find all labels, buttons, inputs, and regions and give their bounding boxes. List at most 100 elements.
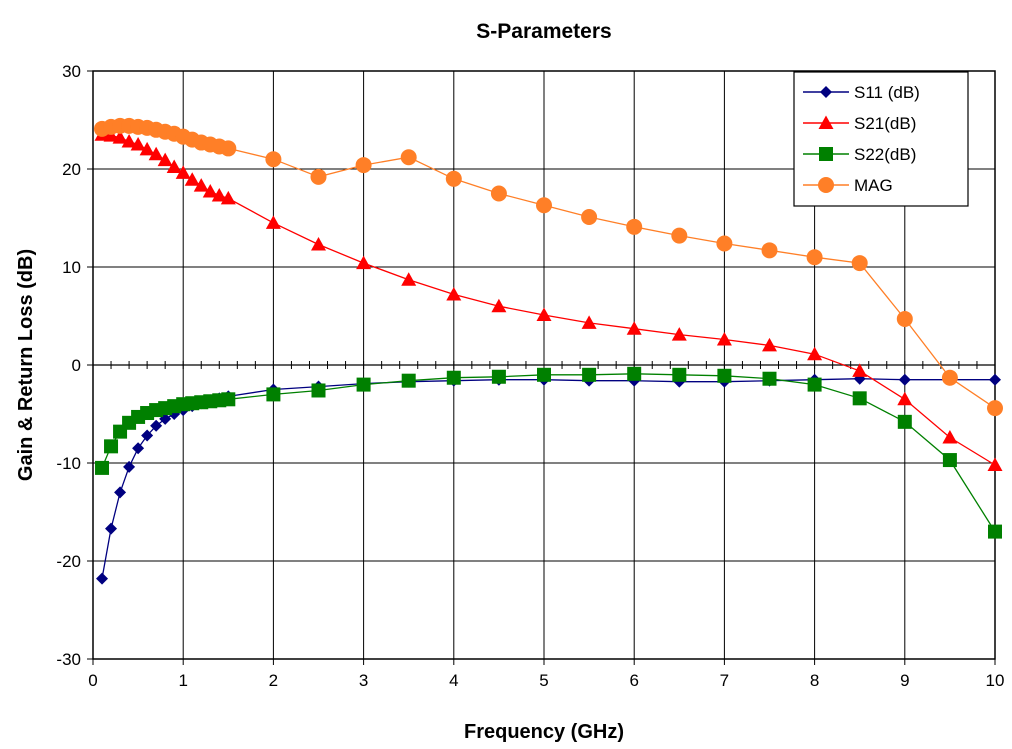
data-point xyxy=(581,315,597,329)
data-point xyxy=(897,414,912,429)
x-tick-label: 7 xyxy=(720,671,729,690)
data-point xyxy=(311,383,326,398)
x-tick-label: 10 xyxy=(986,671,1005,690)
data-point xyxy=(166,159,182,174)
data-point xyxy=(581,209,598,226)
data-point xyxy=(103,128,119,142)
data-point xyxy=(762,337,777,352)
data-point xyxy=(491,369,506,384)
data-point xyxy=(717,368,732,383)
data-point xyxy=(220,190,236,205)
x-tick-label: 0 xyxy=(88,671,97,690)
y-tick-label: 0 xyxy=(72,356,81,375)
y-tick-label: -10 xyxy=(56,454,81,473)
data-point xyxy=(491,298,507,313)
data-point xyxy=(941,369,958,386)
x-tick-label: 2 xyxy=(269,671,278,690)
data-point xyxy=(987,457,1003,471)
legend-item: S11 (dB) xyxy=(803,83,920,102)
data-point xyxy=(221,392,236,407)
data-point xyxy=(265,151,282,168)
data-point xyxy=(537,367,551,382)
series-layer xyxy=(94,117,1003,585)
data-point xyxy=(807,377,822,392)
data-point xyxy=(942,453,957,468)
data-point xyxy=(112,130,128,144)
x-tick-label: 6 xyxy=(629,671,638,690)
data-point xyxy=(672,367,687,382)
y-tick-label: 10 xyxy=(62,258,81,277)
data-point xyxy=(896,310,913,327)
series-square xyxy=(95,366,1002,539)
data-point xyxy=(132,442,145,455)
y-axis-title: Gain & Return Loss (dB) xyxy=(15,249,37,481)
x-tick-label: 9 xyxy=(900,671,909,690)
data-point xyxy=(806,249,823,266)
y-tick-labels: -30 -20 -10 0 10 20 30 xyxy=(56,62,93,669)
legend-item: MAG xyxy=(803,176,893,195)
x-tick-labels: 0 1 2 3 4 5 6 7 8 9 10 xyxy=(88,659,1004,690)
data-point xyxy=(141,429,154,442)
data-point xyxy=(130,137,146,151)
data-point xyxy=(193,178,209,192)
data-point xyxy=(851,255,868,272)
series-line xyxy=(101,378,995,579)
data-point xyxy=(987,400,1003,417)
data-point xyxy=(716,235,733,252)
data-point xyxy=(139,141,155,156)
data-point xyxy=(445,170,462,187)
legend-label: S21(dB) xyxy=(854,114,916,133)
data-point xyxy=(114,486,127,499)
data-point xyxy=(105,522,118,535)
data-point xyxy=(988,524,1002,539)
legend: S11 (dB) S21(dB) S22(dB) MAG xyxy=(793,71,969,207)
x-tick-label: 5 xyxy=(539,671,548,690)
x-tick-label: 4 xyxy=(449,671,458,690)
data-point xyxy=(762,371,777,386)
x-tick-label: 1 xyxy=(178,671,187,690)
legend-item: S21(dB) xyxy=(803,114,916,133)
data-point xyxy=(96,572,109,585)
data-point xyxy=(671,327,687,341)
data-point xyxy=(310,168,327,185)
x-axis-title: Frequency (GHz) xyxy=(464,721,624,743)
data-point xyxy=(356,377,371,392)
data-point xyxy=(121,134,137,148)
data-point xyxy=(148,146,164,161)
y-tick-label: 20 xyxy=(62,160,81,179)
legend-swatch-marker xyxy=(820,86,832,98)
legend-label: S22(dB) xyxy=(854,145,916,164)
data-point xyxy=(852,391,867,406)
data-point xyxy=(446,286,462,301)
data-point xyxy=(626,218,643,235)
y-tick-label: -30 xyxy=(56,650,81,669)
data-point xyxy=(536,197,552,214)
data-point xyxy=(627,366,642,381)
series-triangle xyxy=(94,127,1003,471)
data-point xyxy=(356,255,372,270)
legend-label: MAG xyxy=(854,176,893,195)
data-point xyxy=(265,215,281,229)
data-point xyxy=(202,184,218,198)
data-point xyxy=(400,149,417,166)
data-point xyxy=(852,363,868,377)
data-point xyxy=(123,460,136,473)
data-point xyxy=(401,373,416,388)
data-point xyxy=(536,307,552,322)
data-point xyxy=(175,165,191,179)
legend-swatch-marker xyxy=(819,147,833,161)
x-tick-label: 3 xyxy=(359,671,368,690)
data-point xyxy=(220,140,237,157)
chart-title: S-Parameters xyxy=(476,20,611,43)
y-tick-label: 30 xyxy=(62,62,81,81)
data-point xyxy=(184,172,200,186)
data-point xyxy=(401,272,417,286)
data-point xyxy=(807,346,823,361)
data-point xyxy=(446,370,461,385)
data-point xyxy=(150,419,163,432)
data-point xyxy=(942,430,958,444)
data-point xyxy=(716,332,732,346)
data-point xyxy=(311,236,326,251)
y-tick-label: -20 xyxy=(56,552,81,571)
